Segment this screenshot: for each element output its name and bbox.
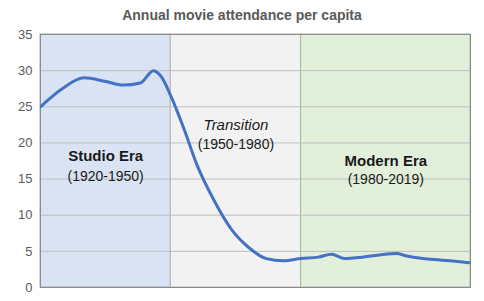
svg-text:(1950-1980): (1950-1980) — [198, 136, 274, 152]
svg-text:(1920-1950): (1920-1950) — [68, 168, 144, 184]
svg-text:0: 0 — [25, 280, 32, 295]
svg-text:(1980-2019): (1980-2019) — [348, 171, 424, 187]
svg-text:35: 35 — [18, 27, 32, 42]
svg-text:Modern Era: Modern Era — [345, 152, 428, 169]
svg-text:Studio Era: Studio Era — [68, 147, 144, 164]
svg-text:5: 5 — [25, 244, 32, 259]
svg-text:25: 25 — [18, 99, 32, 114]
html-text:Annual movie attendance per ca: Annual movie attendance per capita — [122, 7, 362, 23]
svg-text:10: 10 — [18, 207, 32, 222]
svg-text:20: 20 — [18, 135, 32, 150]
svg-text:Transition: Transition — [204, 116, 269, 133]
svg-text:15: 15 — [18, 171, 32, 186]
svg-text:30: 30 — [18, 63, 32, 78]
